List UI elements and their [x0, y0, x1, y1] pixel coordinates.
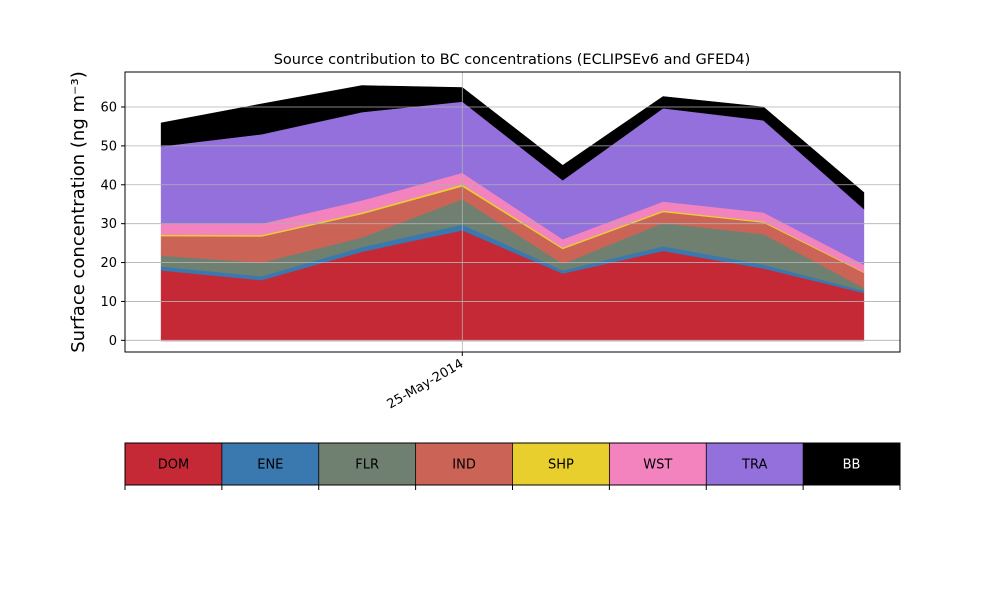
legend-label-ene: ENE — [257, 458, 283, 473]
y-tick-label: 40 — [100, 178, 117, 193]
grid-lines — [125, 72, 900, 352]
legend-label-shp: SHP — [548, 458, 574, 473]
x-tick-label: 25-May-2014 — [385, 356, 467, 412]
y-tick-label: 20 — [100, 256, 117, 271]
y-tick-label: 50 — [100, 139, 117, 154]
y-tick-label: 30 — [100, 217, 117, 232]
y-tick-label: 10 — [100, 295, 117, 310]
legend-label-wst: WST — [643, 458, 672, 473]
legend-label-flr: FLR — [355, 458, 379, 473]
legend-swatch-dom — [125, 443, 222, 485]
legend-label-tra: TRA — [741, 458, 767, 473]
legend-label-dom: DOM — [158, 458, 189, 473]
y-tick-label: 0 — [109, 334, 117, 349]
chart-title: Source contribution to BC concentrations… — [274, 52, 751, 68]
legend-swatch-bb — [803, 443, 900, 485]
legend-swatch-ene — [221, 443, 319, 485]
legend-label-bb: BB — [843, 458, 861, 473]
legend-colorbar: DOM ENE FLR IND SHP WST TRA BB — [124, 442, 901, 490]
area-bb — [160, 85, 865, 210]
legend-swatch-ind — [415, 443, 513, 485]
x-axis: 25-May-2014 — [385, 352, 467, 412]
legend-swatch-flr — [318, 443, 416, 485]
legend-swatch-wst — [609, 443, 707, 485]
stacked-areas — [160, 85, 865, 342]
y-axis: 0 10 20 30 40 50 60 — [100, 101, 125, 349]
legend-swatch-shp — [512, 443, 610, 485]
legend-swatch-tra — [706, 443, 804, 485]
plot-frame — [124, 71, 901, 353]
y-axis-label: Surface concentration (ng m⁻³) — [68, 71, 89, 353]
y-tick-label: 60 — [100, 101, 117, 116]
legend-frame — [124, 442, 901, 486]
legend-label-ind: IND — [452, 458, 476, 473]
